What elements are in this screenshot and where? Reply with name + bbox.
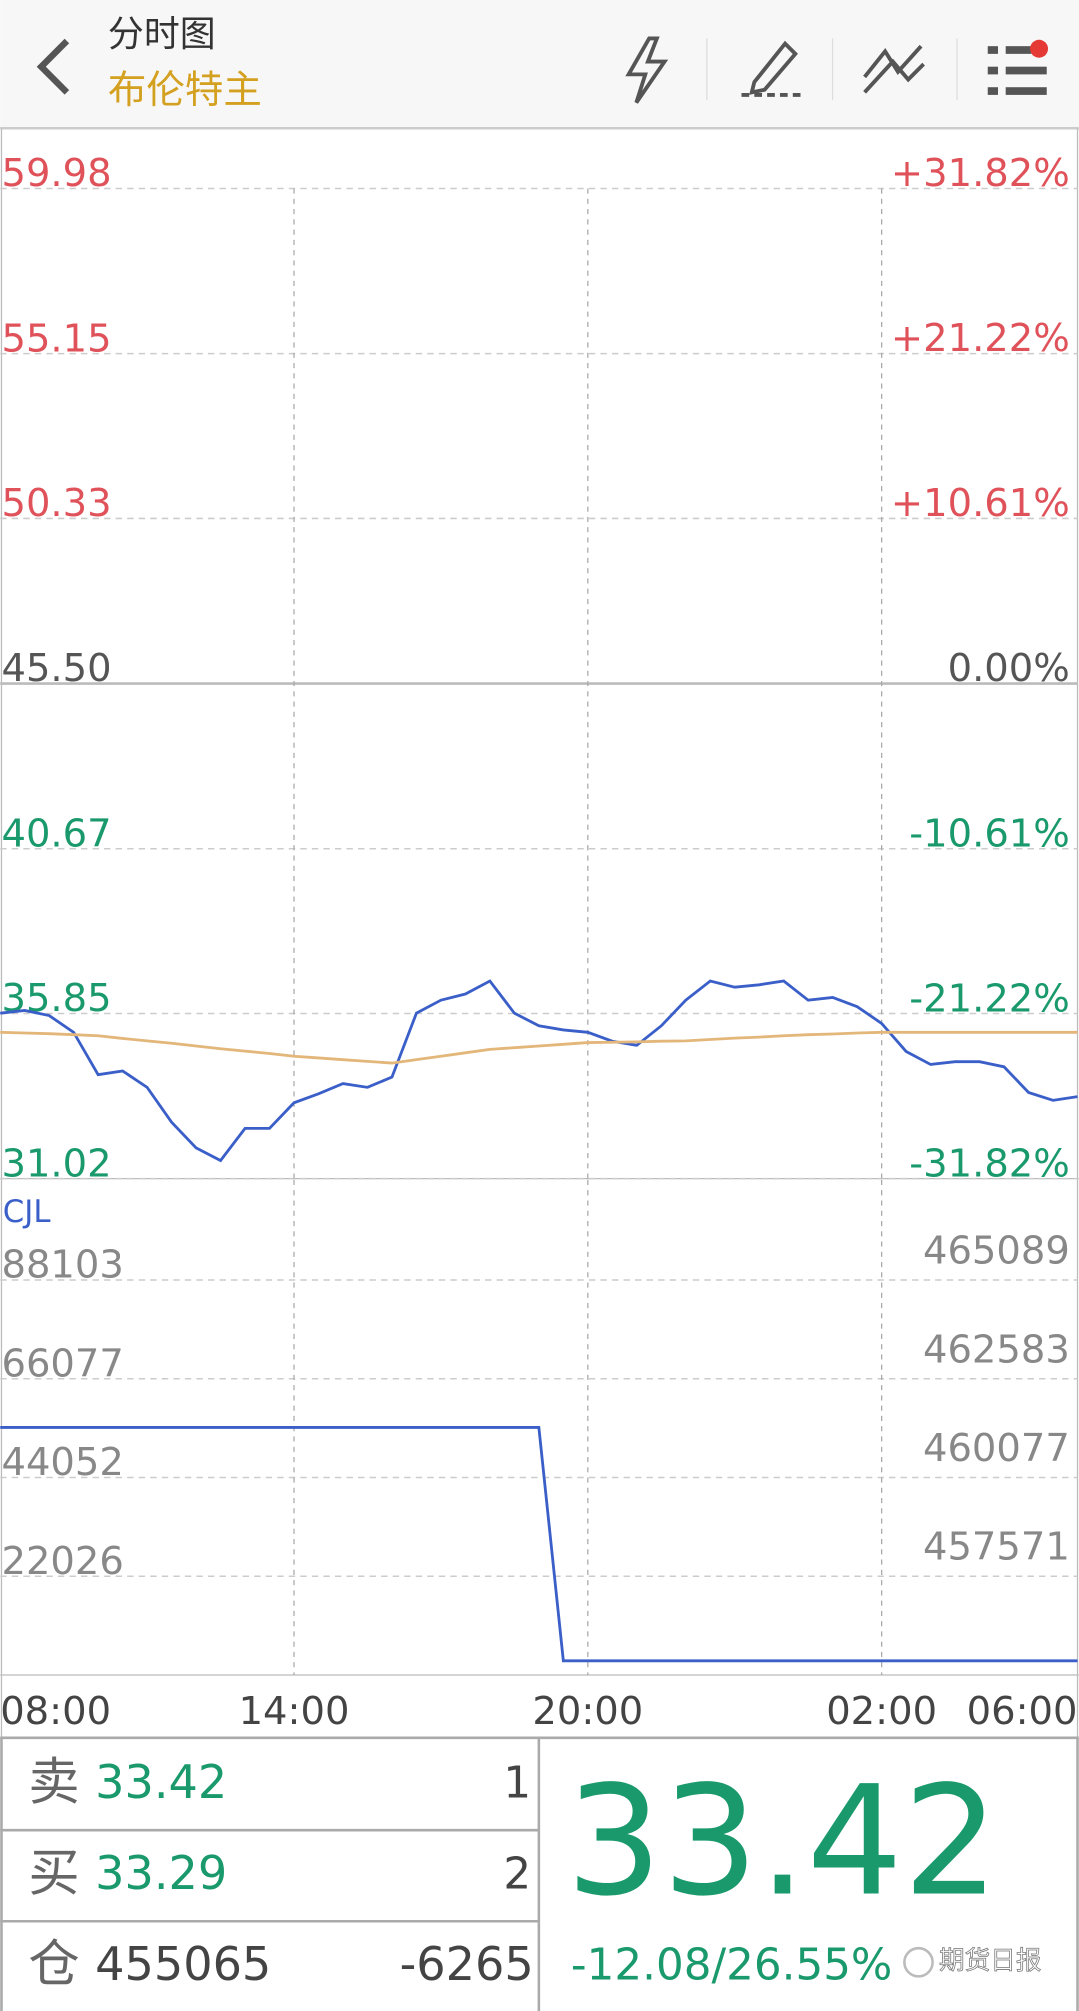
menu-icon[interactable] bbox=[987, 39, 1049, 95]
oi-label: 仓 bbox=[28, 1934, 79, 1994]
y-tick-label: 50.33 bbox=[1, 481, 111, 526]
y-tick-label: 59.98 bbox=[1, 151, 111, 196]
y2-tick-label: -31.82% bbox=[909, 1141, 1070, 1186]
y2-tick-label: 462583 bbox=[923, 1327, 1070, 1372]
y2-tick-label: -21.22% bbox=[909, 976, 1070, 1021]
sell-label: 卖 bbox=[28, 1752, 79, 1812]
x-tick-label: 20:00 bbox=[532, 1689, 643, 1734]
buy-label: 买 bbox=[28, 1843, 79, 1903]
x-tick-label: 06:00 bbox=[967, 1689, 1078, 1734]
y-tick-label: 31.02 bbox=[1, 1141, 111, 1186]
y2-tick-label: -10.61% bbox=[909, 811, 1070, 856]
buy-price: 33.29 bbox=[95, 1846, 227, 1900]
y-tick-label: 45.50 bbox=[1, 646, 111, 691]
price-change: -12.08/26.55% bbox=[571, 1940, 892, 1990]
page-title: 分时图 bbox=[108, 14, 216, 55]
y-tick-label: 66077 bbox=[1, 1341, 123, 1386]
oi-change: -6265 bbox=[400, 1937, 534, 1991]
y-tick-label: 88103 bbox=[1, 1243, 123, 1288]
series-line bbox=[0, 1030, 1078, 1065]
y-tick-label: 22026 bbox=[1, 1539, 123, 1584]
buy-quantity: 2 bbox=[503, 1849, 531, 1899]
watermark-icon bbox=[903, 1946, 934, 1978]
y2-tick-label: 0.00% bbox=[948, 646, 1070, 691]
x-tick-label: 02:00 bbox=[826, 1689, 937, 1734]
x-tick-label: 08:00 bbox=[0, 1689, 111, 1734]
draw-icon[interactable] bbox=[749, 40, 798, 95]
back-button[interactable] bbox=[36, 38, 70, 95]
last-price: 33.42 bbox=[566, 1753, 999, 1929]
y2-tick-label: +31.82% bbox=[891, 151, 1070, 196]
x-tick-label: 14:00 bbox=[239, 1689, 350, 1734]
y2-tick-label: +21.22% bbox=[891, 316, 1070, 361]
instrument-name: 布伦特主 bbox=[108, 68, 262, 113]
panel-title: CJL bbox=[3, 1194, 51, 1230]
y2-tick-label: 465089 bbox=[923, 1229, 1070, 1274]
flash-icon[interactable] bbox=[625, 36, 669, 104]
sell-quantity: 1 bbox=[503, 1758, 531, 1808]
y2-tick-label: +10.61% bbox=[891, 481, 1070, 526]
quote-panel: 卖 33.42 1 买 33.29 2 仓 455065 -6265 33.42… bbox=[0, 1736, 1079, 2011]
indicator-icon[interactable] bbox=[863, 44, 925, 94]
watermark: 期货日报 bbox=[939, 1946, 1042, 1976]
toolbar bbox=[0, 0, 1079, 129]
sell-price: 33.42 bbox=[95, 1755, 227, 1809]
y-tick-label: 44052 bbox=[1, 1440, 123, 1485]
y-tick-label: 40.67 bbox=[1, 811, 111, 856]
y2-tick-label: 457571 bbox=[923, 1525, 1070, 1570]
series-line bbox=[0, 979, 1078, 1163]
series-line bbox=[0, 1426, 1078, 1663]
open-interest: 455065 bbox=[95, 1937, 271, 1991]
y-tick-label: 55.15 bbox=[1, 316, 111, 361]
y-tick-label: 35.85 bbox=[1, 976, 111, 1021]
y2-tick-label: 460077 bbox=[923, 1426, 1070, 1471]
